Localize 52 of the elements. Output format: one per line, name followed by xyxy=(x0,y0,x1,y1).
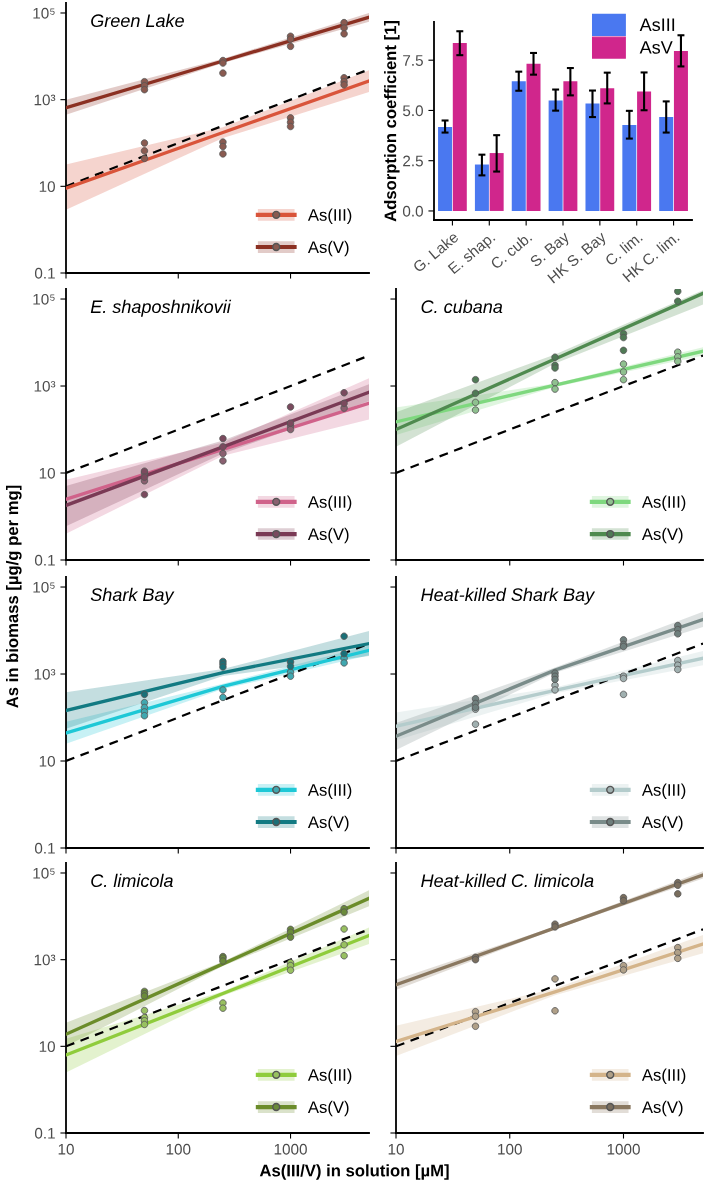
y-tick-label: 5.0 xyxy=(402,105,423,117)
chart-title: Green Lake xyxy=(91,13,184,28)
y-axis-title: As in biomass [µg/g per mg] xyxy=(6,485,22,708)
y-tick-label: 2.5 xyxy=(403,155,423,167)
x-axis-title: As(III/V) in solution [µM] xyxy=(259,1164,449,1180)
y-tick-label: 10⁵ xyxy=(33,867,55,879)
y-tick-label: 0.0 xyxy=(402,205,423,217)
y-tick-label: 10 xyxy=(39,1041,55,1053)
x-tick-label: 10 xyxy=(58,1143,74,1155)
x-tick-label: 10 xyxy=(388,1143,404,1155)
y-tick-label: 0.1 xyxy=(34,842,55,854)
x-tick-label: 1000 xyxy=(274,1143,307,1155)
legend-label: AsIII xyxy=(639,18,675,32)
text: Shark Bay xyxy=(90,587,175,605)
y-tick-label: 10⁵ xyxy=(33,581,55,593)
legend-label: As(III) xyxy=(307,783,352,800)
legend-label: As(III) xyxy=(307,1068,352,1085)
chart-title: C. limicola xyxy=(91,873,173,888)
chart-title: Heat-killed C. limicola xyxy=(421,873,594,888)
y-tick-label: 10⁵ xyxy=(33,293,55,305)
x-tick-label: 100 xyxy=(166,1143,191,1155)
y-tick-label: 10 xyxy=(39,181,55,193)
legend-label: As(III) xyxy=(641,1068,686,1085)
y-tick-label: 10 xyxy=(39,467,55,479)
y-tick-label: 10³ xyxy=(34,954,56,966)
y-tick-label: 10³ xyxy=(34,380,56,392)
legend-label: As(V) xyxy=(307,527,349,544)
legend-label: As(III) xyxy=(641,783,686,800)
y-tick-label: 10³ xyxy=(34,94,56,106)
y-tick-label: 0.1 xyxy=(34,267,55,279)
y-tick-label: 0.1 xyxy=(34,1127,55,1139)
y-tick-label: 10⁵ xyxy=(33,7,55,19)
x-tick-label: 100 xyxy=(498,1143,522,1155)
legend-label: AsV xyxy=(639,41,673,54)
chart-title: C. cubana xyxy=(421,299,503,314)
x-tick-label: 1000 xyxy=(607,1143,640,1155)
text: Heat-killed Shark Bay xyxy=(421,587,596,605)
legend-label: As(V) xyxy=(641,815,683,832)
y-tick-label: 10 xyxy=(39,755,55,767)
legend-label: As(V) xyxy=(641,1100,683,1117)
text: E. shaposhnikovii xyxy=(90,299,232,317)
legend-label: As(III) xyxy=(307,208,352,225)
legend-label: As(V) xyxy=(307,1100,349,1117)
legend-label: As(III) xyxy=(307,495,352,512)
legend-label: As(V) xyxy=(307,815,349,832)
legend-label: As(III) xyxy=(641,495,686,512)
legend-label: As(V) xyxy=(641,527,683,544)
y-tick-label: 0.1 xyxy=(34,554,55,566)
y-axis-title: Adsorption coefficient [1] xyxy=(384,21,400,222)
y-tick-label: 7.5 xyxy=(403,55,423,66)
y-tick-label: 10³ xyxy=(34,668,56,680)
legend-label: As(V) xyxy=(307,240,349,257)
